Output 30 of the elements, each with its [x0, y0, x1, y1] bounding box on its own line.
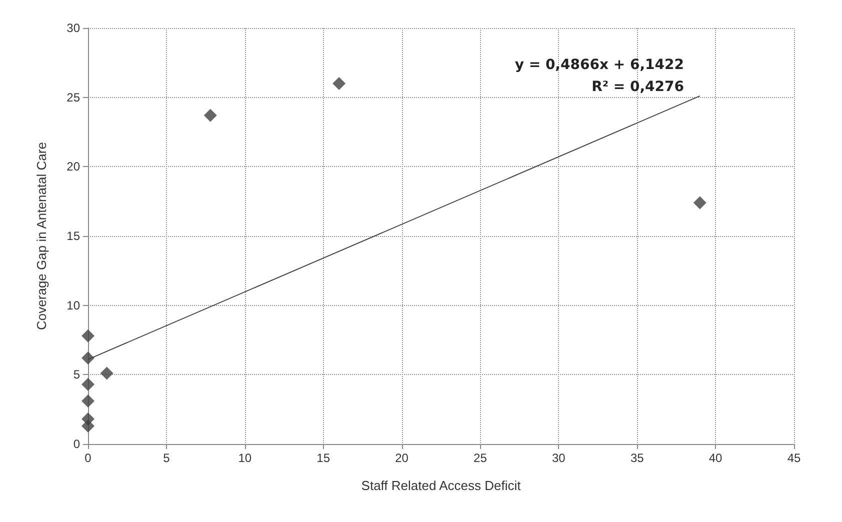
y-tick-label: 30 — [66, 21, 80, 35]
annotation: R² = 0,4276 — [592, 79, 684, 95]
x-tick-label: 25 — [474, 451, 488, 465]
x-tick-label: 45 — [787, 451, 801, 465]
x-tick-label: 15 — [316, 451, 330, 465]
x-tick-label: 10 — [238, 451, 252, 465]
y-tick-label: 5 — [73, 368, 80, 382]
point — [100, 366, 114, 380]
annotation: y = 0,4866x + 6,1422 — [514, 57, 684, 73]
x-tick-label: 20 — [395, 451, 409, 465]
y-tick-label: 0 — [73, 437, 80, 451]
x-tick-label: 35 — [630, 451, 644, 465]
point — [82, 394, 94, 408]
y-tick-label: 25 — [66, 90, 80, 104]
x-tick-label: 5 — [163, 451, 170, 465]
x-tick-label: 40 — [708, 451, 723, 465]
point — [693, 196, 706, 210]
y-axis-title: Coverage Gap in Antenatal Care — [34, 142, 49, 330]
point — [82, 419, 94, 432]
y-tick-label: 15 — [66, 229, 80, 243]
y-tick-label: 20 — [66, 160, 80, 174]
point — [82, 352, 94, 365]
x-axis-title: Staff Related Access Deficit — [361, 478, 522, 493]
point — [82, 329, 94, 342]
point — [82, 378, 94, 391]
point — [332, 76, 346, 90]
y-tick-label: 10 — [66, 298, 80, 312]
point — [204, 108, 217, 122]
x-tick-label: 30 — [552, 451, 566, 465]
x-tick-label: 0 — [84, 451, 92, 465]
